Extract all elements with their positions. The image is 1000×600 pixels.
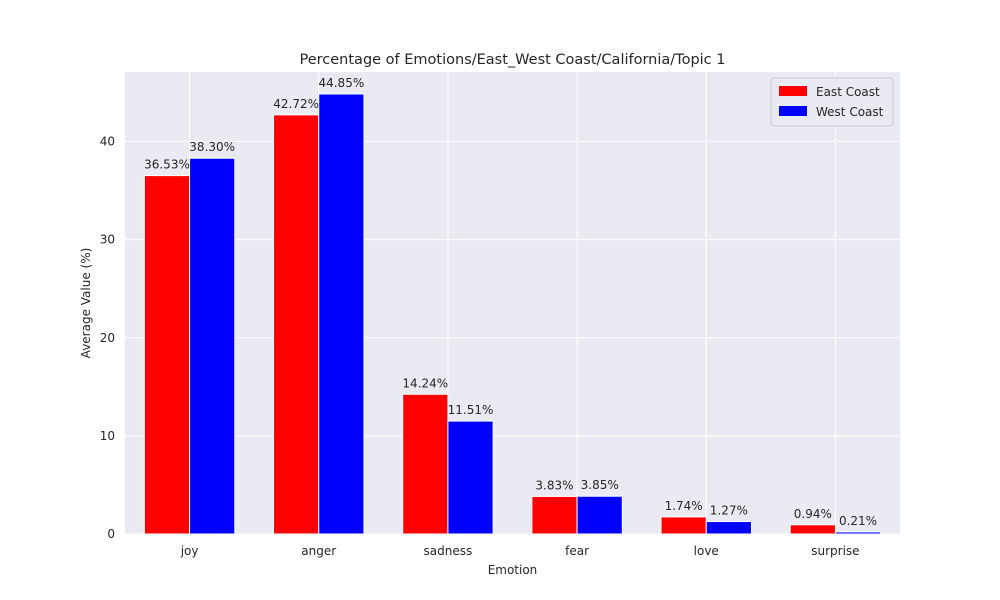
data-label-west-coast-fear: 3.85% <box>581 478 619 492</box>
bar-west-coast-joy <box>189 157 236 535</box>
x-tick-label-anger: anger <box>301 544 336 558</box>
data-label-east-coast-surprise: 0.94% <box>794 507 832 521</box>
bar-west-coast-fear <box>576 495 623 535</box>
x-tick-label-fear: fear <box>565 544 589 558</box>
data-label-east-coast-fear: 3.83% <box>535 478 573 492</box>
bar-east-coast-love <box>660 516 707 535</box>
x-tick-label-joy: joy <box>180 544 199 558</box>
data-label-west-coast-sadness: 11.51% <box>448 403 494 417</box>
x-tick-label-love: love <box>694 544 719 558</box>
chart-title: Percentage of Emotions/East_West Coast/C… <box>300 52 726 68</box>
bar-west-coast-surprise <box>834 531 882 535</box>
legend: East Coast West Coast <box>770 77 894 127</box>
y-tick-label: 10 <box>100 429 115 443</box>
bar-west-coast-sadness <box>447 420 494 535</box>
bar-west-coast-love <box>705 521 752 535</box>
x-axis-label: Emotion <box>488 563 538 577</box>
data-label-east-coast-love: 1.74% <box>665 499 703 513</box>
y-tick-label: 0 <box>107 527 115 541</box>
data-label-west-coast-joy: 38.30% <box>189 140 235 154</box>
data-label-east-coast-sadness: 14.24% <box>402 376 448 390</box>
legend-swatch-east-coast <box>779 86 807 96</box>
plot-background <box>125 72 900 534</box>
x-tick-label-surprise: surprise <box>811 544 859 558</box>
y-tick-label: 30 <box>100 233 115 247</box>
data-label-east-coast-joy: 36.53% <box>144 158 190 172</box>
data-label-west-coast-surprise: 0.21% <box>839 514 877 528</box>
y-tick-label: 20 <box>100 331 115 345</box>
bar-east-coast-sadness <box>402 393 449 535</box>
x-tick-label-sadness: sadness <box>424 544 473 558</box>
bar-east-coast-surprise <box>789 524 836 535</box>
legend-swatch-west-coast <box>779 106 807 116</box>
bar-east-coast-joy <box>143 175 191 535</box>
y-tick-label: 40 <box>100 135 115 149</box>
data-labels: 36.53% 42.72% 14.24% 3.83% 1.74% 0.94% 38.30% 4… <box>144 76 877 528</box>
data-label-west-coast-anger: 44.85% <box>318 76 364 90</box>
legend-label-east-coast: East Coast <box>816 85 880 99</box>
legend-label-west-coast: West Coast <box>816 105 884 119</box>
bar-west-coast-anger <box>318 93 365 535</box>
tick-labels: 0 10 20 30 40 joy anger sadness fear love surprise <box>100 135 860 558</box>
y-axis-label: Average Value (%) <box>79 248 93 359</box>
grid-lines <box>125 72 900 535</box>
bar-east-coast-fear <box>531 495 578 535</box>
bars <box>143 93 882 535</box>
data-label-west-coast-love: 1.27% <box>710 504 748 518</box>
data-label-east-coast-anger: 42.72% <box>273 97 319 111</box>
bar-east-coast-anger <box>273 114 320 535</box>
